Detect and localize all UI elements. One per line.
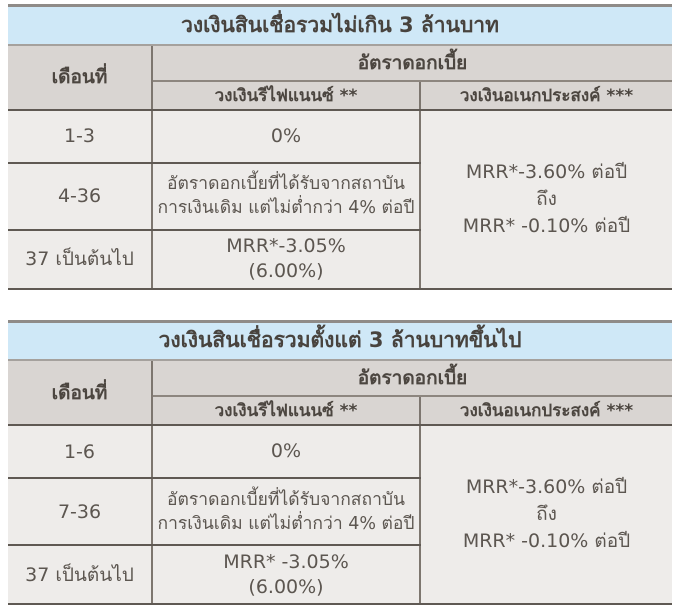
rate-line: MRR* -0.10% ต่อปี [462,530,631,552]
rate-line: ถึง [536,187,557,210]
rate-line: การเงินเดิม แต่ไม่ต่ำกว่า 4% ต่อปี [157,198,415,218]
refinance-rate-cell: อัตราดอกเบี้ยที่ได้รับจากสถาบัน การเงินเ… [152,478,421,546]
month-range-cell: 7-36 [8,478,153,546]
rate-line: MRR*-3.60% ต่อปี [465,476,628,498]
column-header-refinance: วงเงินรีไฟแนนซ์ ** [152,80,421,111]
column-header-refinance: วงเงินรีไฟแนนซ์ ** [152,396,421,426]
month-range-cell: 37 เป็นต้นไป [8,229,153,290]
column-header-month: เดือนที่ [8,44,153,111]
refinance-rate-cell: MRR* -3.05% (6.00%) [152,545,421,605]
month-range-cell: 1-6 [8,425,153,479]
rate-line: อัตราดอกเบี้ยที่ได้รับจากสถาบัน [167,174,405,194]
refinance-rate-cell: MRR*-3.05% (6.00%) [152,229,421,290]
rate-line: (6.00%) [248,575,324,598]
multipurpose-rate-cell: MRR*-3.60% ต่อปี ถึง MRR* -0.10% ต่อปี [420,109,673,290]
multipurpose-rate-cell: MRR*-3.60% ต่อปี ถึง MRR* -0.10% ต่อปี [420,425,673,605]
rate-line: การเงินเดิม แต่ไม่ต่ำกว่า 4% ต่อปี [157,513,415,534]
rate-line: MRR*-3.05% [226,235,346,257]
column-header-multipurpose: วงเงินอเนกประสงค์ *** [420,80,673,111]
month-range-cell: 1-3 [8,109,153,164]
refinance-rate-cell: 0% [152,109,421,164]
loan-rate-table-over-3m: วงเงินสินเชื่อรวมตั้งแต่ 3 ล้านบาทขึ้นไป… [8,319,673,605]
refinance-rate-cell: 0% [152,425,421,479]
table-title: วงเงินสินเชื่อรวมไม่เกิน 3 ล้านบาท [8,4,673,46]
rate-line: ถึง [536,503,557,525]
rate-line: MRR* -3.05% [223,550,349,573]
column-header-multipurpose: วงเงินอเนกประสงค์ *** [420,396,673,426]
rate-line: MRR* -0.10% ต่อปี [462,214,631,237]
column-header-interest-rate: อัตราดอกเบี้ย [152,360,673,397]
rate-line: (6.00%) [248,260,324,282]
month-range-cell: 37 เป็นต้นไป [8,545,153,605]
rate-line: อัตราดอกเบี้ยที่ได้รับจากสถาบัน [167,489,405,510]
rate-line: 0% [270,124,302,147]
loan-rate-table-under-3m: วงเงินสินเชื่อรวมไม่เกิน 3 ล้านบาท เดือน… [8,4,673,290]
month-range-cell: 4-36 [8,162,153,231]
table-title: วงเงินสินเชื่อรวมตั้งแต่ 3 ล้านบาทขึ้นไป [8,319,673,361]
refinance-rate-cell: อัตราดอกเบี้ยที่ได้รับจากสถาบัน การเงินเ… [152,162,421,231]
column-header-month: เดือนที่ [8,360,153,426]
column-header-interest-rate: อัตราดอกเบี้ย [152,44,673,82]
rate-line: MRR*-3.60% ต่อปี [465,160,628,183]
rate-line: 0% [270,440,302,462]
